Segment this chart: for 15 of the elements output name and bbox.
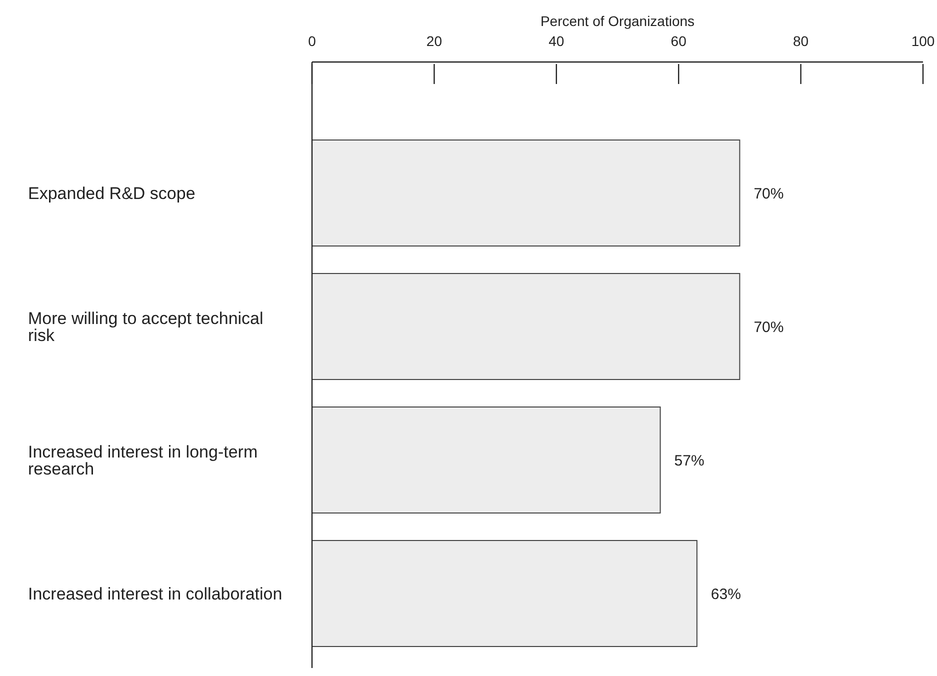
data-label: 63% — [710, 586, 741, 603]
y-tick-label: Expanded R&D scope — [28, 184, 196, 203]
x-tick-label: 60 — [670, 33, 687, 49]
x-tick-label: 0 — [308, 33, 316, 49]
x-tick-label: 40 — [548, 33, 564, 49]
data-label: 70% — [754, 318, 784, 336]
data-label: 57% — [674, 452, 704, 470]
y-tick-label: Increased interest in collaboration — [28, 584, 282, 604]
y-tick-label: More willing to accept technical risk — [28, 308, 264, 345]
x-axis-title: Percent of Organizations — [540, 12, 695, 29]
x-tick-label: 80 — [793, 33, 809, 49]
y-tick-label: Increased interest in long-term research — [28, 442, 258, 478]
x-tick-label: 20 — [426, 33, 442, 49]
x-tick-label: 100 — [911, 33, 935, 49]
data-label: 70% — [754, 185, 784, 202]
